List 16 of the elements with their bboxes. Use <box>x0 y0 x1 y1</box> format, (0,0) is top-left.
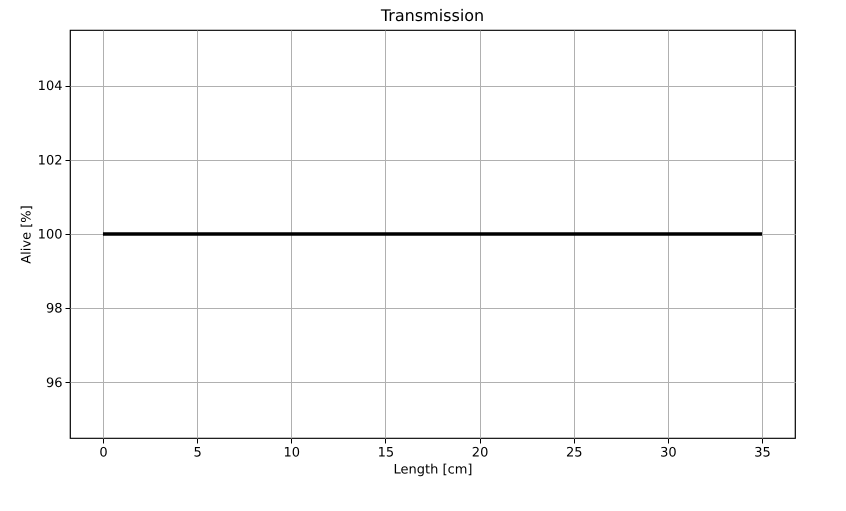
x-axis-title: Length [cm] <box>394 462 472 478</box>
x-tick-label: 20 <box>472 446 488 460</box>
y-tick-label: 102 <box>38 153 62 168</box>
y-tick-label: 100 <box>38 228 62 242</box>
x-tick-label: 10 <box>283 446 300 460</box>
y-tick-label: 104 <box>38 79 62 94</box>
x-tick-label: 0 <box>99 446 108 460</box>
y-axis-title: Alive [%] <box>20 205 35 264</box>
x-tick-label: 25 <box>566 446 583 460</box>
chart-title: Transmission <box>380 6 484 25</box>
x-tick-label: 35 <box>754 446 771 460</box>
x-tick-label: 5 <box>193 446 202 460</box>
x-tick-label: 15 <box>378 446 394 460</box>
x-tick-label: 30 <box>660 446 677 460</box>
y-tick-label: 98 <box>46 302 62 317</box>
y-tick-label: 96 <box>46 376 62 391</box>
